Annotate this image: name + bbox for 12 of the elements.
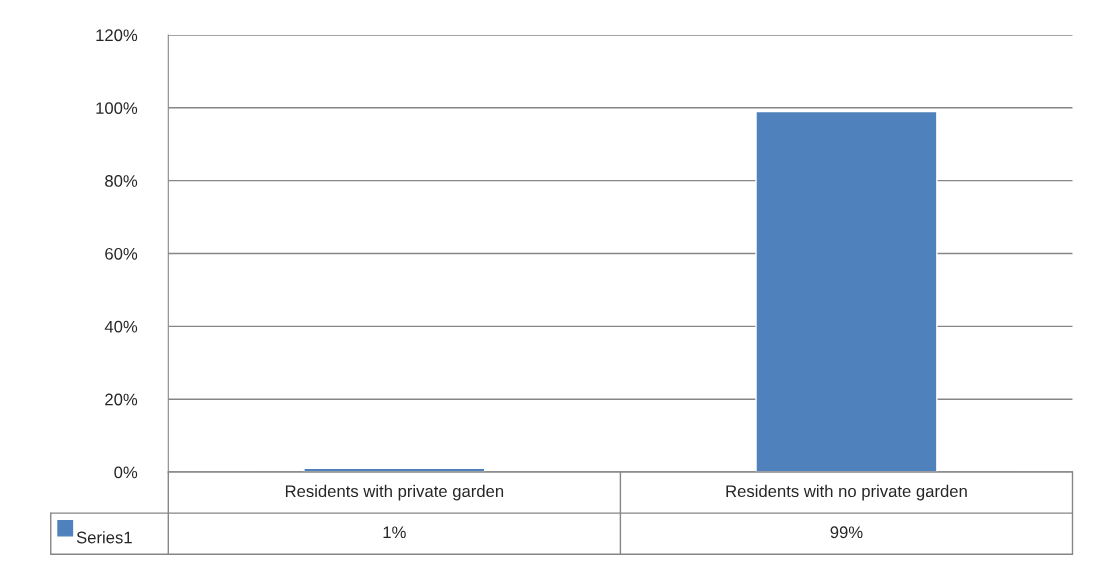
y-tick-label: 60% (105, 247, 138, 260)
y-tick-label: 80% (105, 175, 138, 187)
data-label: 99% (830, 526, 863, 539)
x-tick-label: Residents with private garden (285, 484, 504, 501)
y-tick-label: 20% (105, 393, 138, 406)
x-tick-label: Residents with no private garden (726, 484, 967, 501)
y-tick-label: 40% (104, 320, 138, 333)
y-tick-label: 120% (96, 29, 138, 42)
y-tick-label: 100% (96, 102, 138, 115)
data-label: 1% (383, 526, 406, 539)
y-tick-label: 0% (114, 466, 138, 479)
legend-label: Series1 (76, 531, 132, 544)
